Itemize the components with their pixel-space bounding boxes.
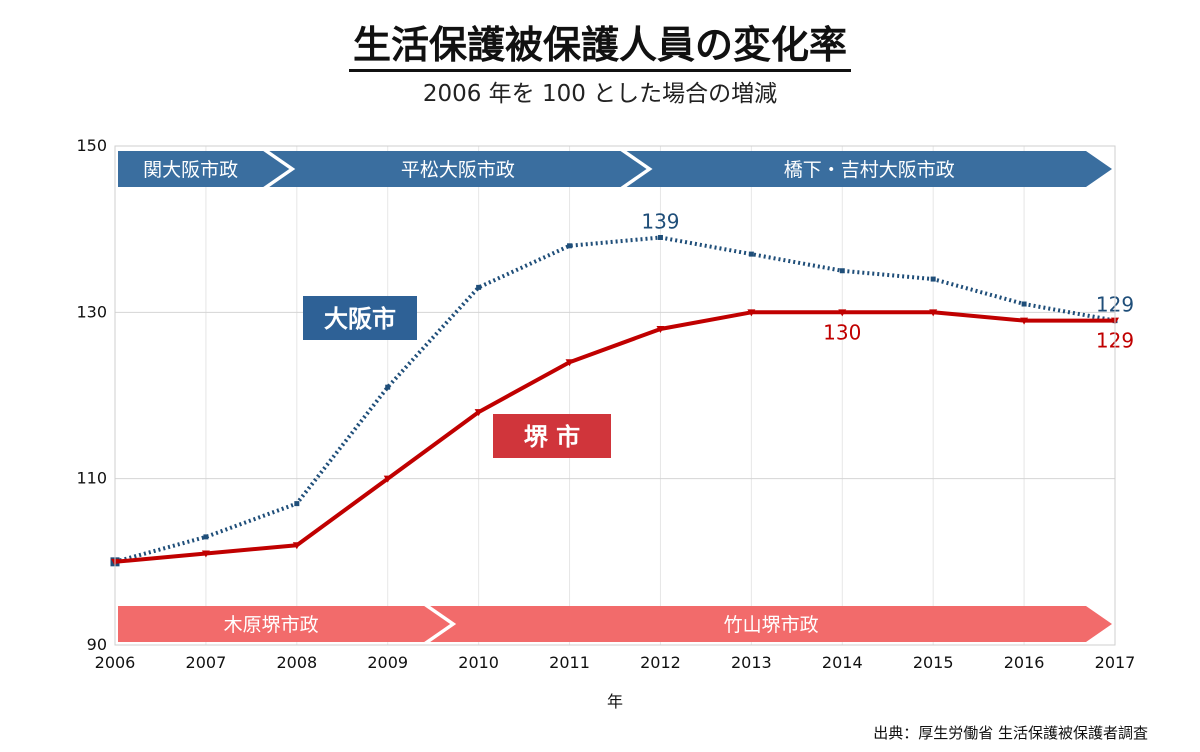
osaka-point — [203, 534, 209, 540]
x-tick-label: 2012 — [640, 653, 681, 672]
y-tick-label: 130 — [76, 302, 107, 321]
osaka-point — [839, 268, 845, 274]
osaka-term-arrow — [118, 151, 290, 187]
osaka-series-line — [114, 235, 1116, 564]
sakai-point — [838, 309, 847, 317]
x-tick-label: 2007 — [186, 653, 227, 672]
sakai-legend-label: 堺 市 — [524, 423, 580, 451]
osaka-point — [385, 384, 391, 390]
x-axis-title: 年 — [607, 692, 623, 711]
osaka-point — [567, 243, 573, 249]
sakai-point — [565, 359, 574, 367]
x-tick-label: 2006 — [95, 653, 136, 672]
chart-subtitle: 2006 年を 100 とした場合の増減 — [422, 81, 778, 107]
osaka-point — [476, 284, 482, 290]
data-label: 139 — [641, 209, 679, 233]
plot-frame — [114, 145, 1116, 646]
sakai-point — [929, 309, 938, 317]
sakai-legend-box — [493, 414, 611, 458]
osaka-legend-box — [303, 296, 417, 340]
x-tick-label: 2010 — [458, 653, 499, 672]
sakai-point — [383, 475, 392, 483]
osaka-point — [1021, 301, 1027, 307]
x-tick-label: 2014 — [822, 653, 863, 672]
sakai-point — [656, 325, 665, 333]
osaka-point — [930, 276, 936, 282]
source-note: 出典：厚生労働省 生活保護被保護者調査 — [873, 724, 1148, 742]
x-tick-label: 2009 — [367, 653, 408, 672]
osaka-term-arrow-label: 平松大阪市政 — [401, 159, 515, 181]
y-tick-label: 90 — [87, 635, 107, 654]
osaka-point — [748, 251, 754, 257]
osaka-point — [294, 501, 300, 507]
sakai-term-arrow-label: 竹山堺市政 — [724, 614, 819, 636]
osaka-point — [657, 234, 663, 240]
y-tick-label: 110 — [76, 469, 107, 488]
osaka-term-arrow-label: 関大阪市政 — [143, 159, 238, 181]
x-tick-label: 2011 — [549, 653, 590, 672]
osaka-legend-label: 大阪市 — [324, 305, 396, 333]
sakai-term-arrow — [118, 606, 451, 642]
osaka-term-arrow — [269, 151, 647, 187]
osaka-term-arrow-label: 橋下・吉村大阪市政 — [784, 159, 955, 181]
sakai-point — [747, 309, 756, 317]
sakai-point — [201, 550, 210, 558]
x-tick-label: 2016 — [1004, 653, 1045, 672]
axes: 2006 2007 2008 2009 2010 2011 2012 2013 2014 2015… — [76, 136, 1135, 711]
sakai-point — [1020, 317, 1029, 325]
sakai-point — [474, 409, 483, 417]
osaka-term-arrow — [626, 151, 1112, 187]
y-tick-label: 150 — [76, 136, 107, 155]
sakai-point — [292, 542, 301, 550]
grid-lines — [114, 145, 1116, 646]
chart-title: 生活保護被保護人員の変化率 — [0, 14, 1200, 72]
data-label: 130 — [823, 320, 861, 344]
x-tick-label: 2017 — [1095, 653, 1136, 672]
chart-title-text: 生活保護被保護人員の変化率 — [348, 23, 851, 72]
x-tick-label: 2015 — [913, 653, 954, 672]
x-tick-label: 2013 — [731, 653, 772, 672]
sakai-term-arrow-label: 木原堺市政 — [224, 614, 319, 636]
sakai-term-arrow — [430, 606, 1112, 642]
series-lines — [110, 234, 1119, 567]
sakai-series-line — [113, 310, 1117, 564]
x-tick-label: 2008 — [276, 653, 317, 672]
